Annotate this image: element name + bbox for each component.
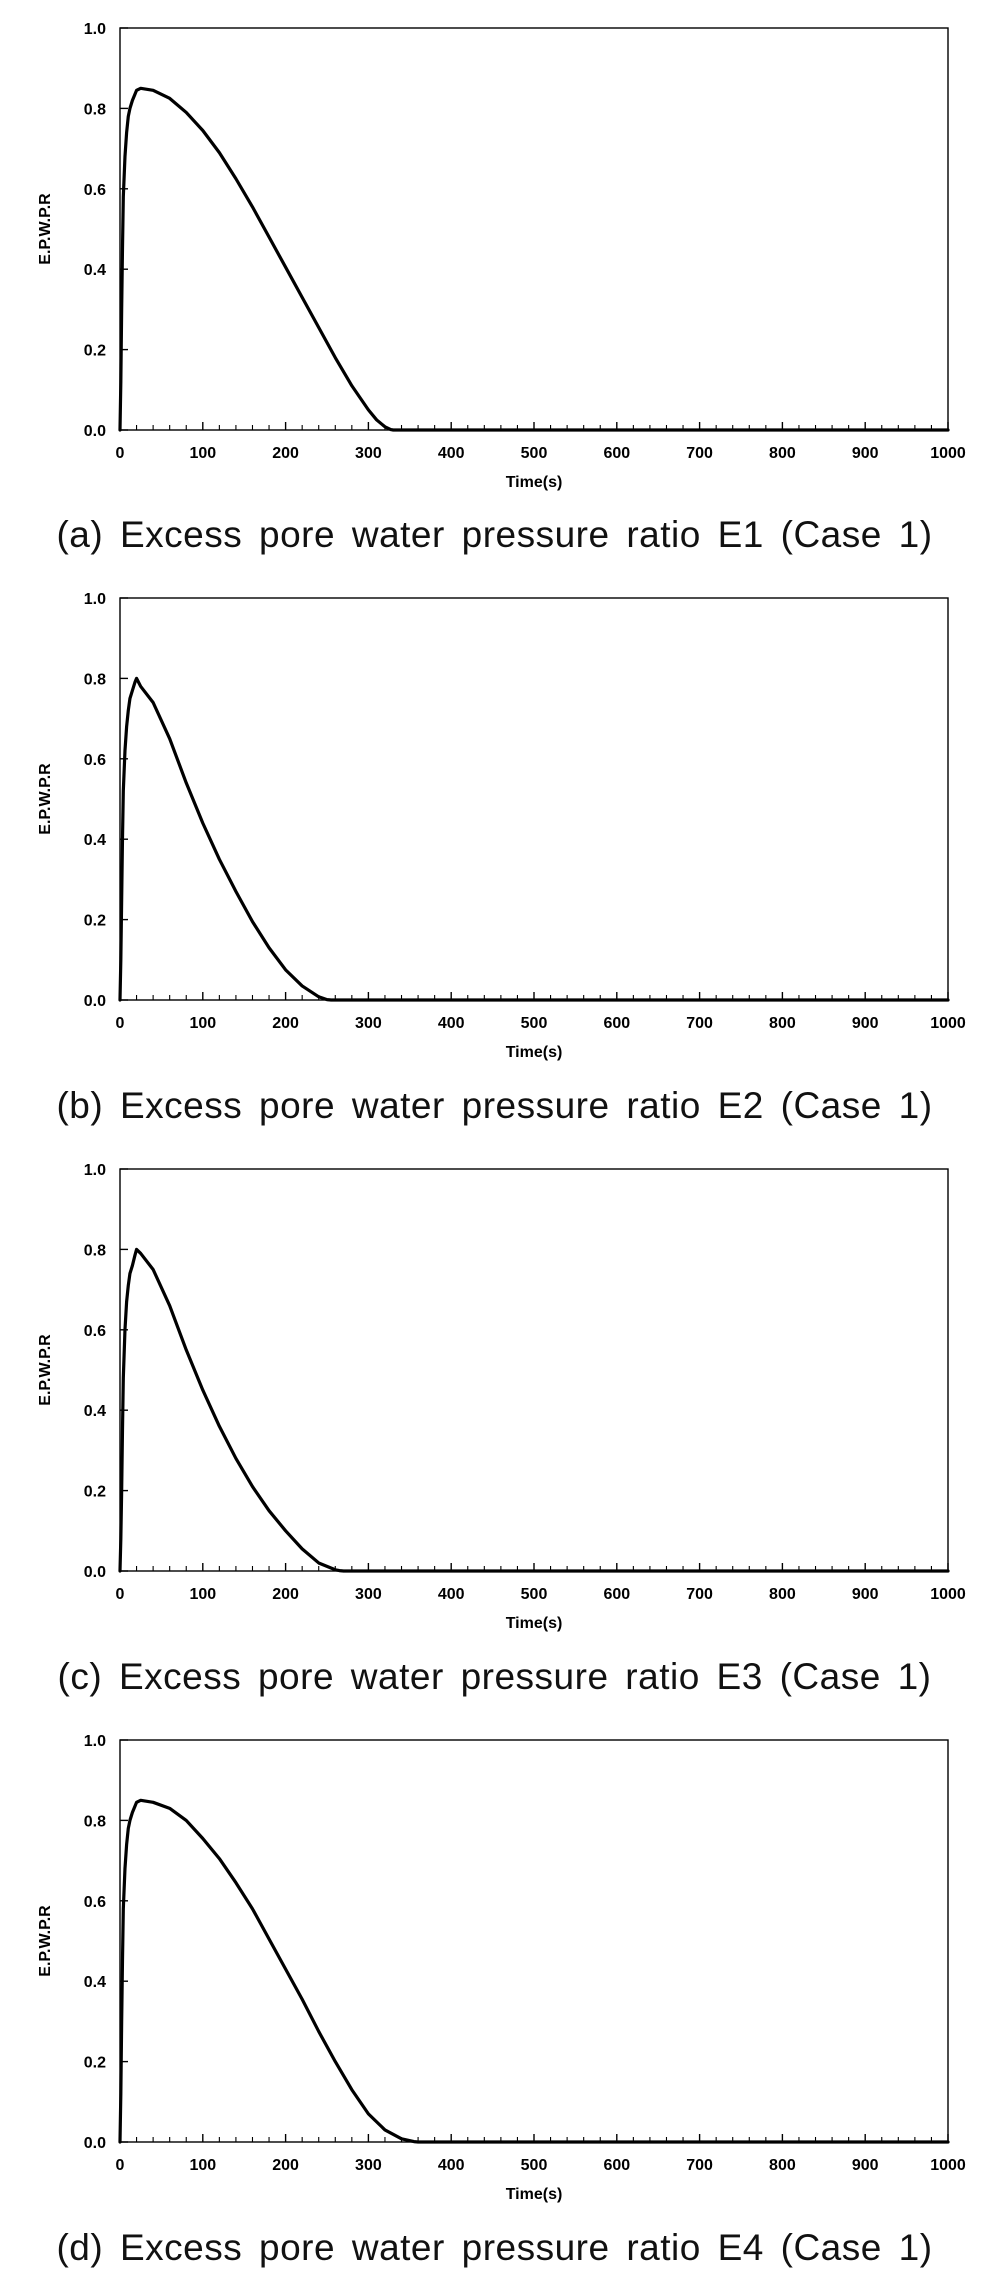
x-tick-label: 700: [686, 445, 713, 462]
x-tick-label: 1000: [930, 445, 966, 462]
x-tick-label: 300: [355, 1586, 382, 1603]
x-tick-label: 700: [686, 1015, 713, 1032]
y-tick-label: 0.0: [84, 2135, 106, 2152]
x-tick-label: 800: [769, 1586, 796, 1603]
x-tick-label: 0: [116, 1586, 125, 1603]
series-line: [118, 1798, 950, 2144]
x-tick-label: 400: [438, 2157, 465, 2174]
y-tick-label: 0.0: [84, 1564, 106, 1581]
y-tick-label: 0.6: [84, 752, 106, 769]
x-tick-label: 300: [355, 445, 382, 462]
chart-caption-c: (c) Excess pore water pressure ratio E3 …: [57, 1656, 932, 1697]
plot-area: [119, 27, 949, 431]
y-tick-label: 0.2: [84, 913, 106, 930]
y-axis-label: E.P.W.P.R: [37, 1334, 54, 1406]
x-tick-label: 900: [852, 2157, 879, 2174]
chart-svg-d: 0 100 200 300 400 500 600 700 800 900 1000 0.0 0.2 0.…: [37, 1733, 966, 2203]
y-tick-label: 0.8: [84, 101, 106, 118]
x-tick-label: 100: [189, 2157, 216, 2174]
y-tick-label: 0.0: [84, 423, 106, 440]
x-tick-label: 700: [686, 1586, 713, 1603]
y-tick-label: 0.2: [84, 2055, 106, 2072]
y-tick-label: 1.0: [84, 1162, 106, 1179]
plot-area: [119, 597, 949, 1001]
x-tick-label: 0: [116, 445, 125, 462]
y-axis-label: E.P.W.P.R: [37, 763, 54, 835]
x-tick-label: 1000: [930, 2157, 966, 2174]
series-line: [118, 1247, 950, 1573]
chart-svg-c: 0 100 200 300 400 500 600 700 800 900 1000 0.0 0.2 0.…: [37, 1162, 966, 1632]
x-tick-label: 1000: [930, 1586, 966, 1603]
x-tick-label: 200: [272, 2157, 299, 2174]
x-tick-label: 200: [272, 1015, 299, 1032]
plot-area: [119, 1168, 949, 1572]
x-tick-label: 100: [189, 1586, 216, 1603]
y-tick-label: 0.8: [84, 1813, 106, 1830]
chart-panel-c: 0 100 200 300 400 500 600 700 800 900 1000 0.0 0.2 0.…: [0, 1141, 989, 1661]
chart-caption-b: (b) Excess pore water pressure ratio E2 …: [56, 1085, 933, 1126]
plot-area: [119, 1739, 949, 2143]
y-tick-label: 0.4: [84, 262, 106, 279]
y-tick-label: 0.8: [84, 671, 106, 688]
x-tick-label: 400: [438, 1586, 465, 1603]
x-tick-label: 500: [521, 445, 548, 462]
y-tick-label: 0.4: [84, 832, 106, 849]
x-tick-label: 800: [769, 1015, 796, 1032]
y-tick-label: 0.6: [84, 1323, 106, 1340]
x-tick-label: 400: [438, 1015, 465, 1032]
x-tick-label: 900: [852, 1015, 879, 1032]
chart-svg-b: 0 100 200 300 400 500 600 700 800 900 1000 0.0 0.2 0.…: [37, 591, 966, 1061]
x-tick-label: 900: [852, 445, 879, 462]
y-tick-label: 0.8: [84, 1242, 106, 1259]
x-tick-label: 600: [603, 2157, 630, 2174]
x-tick-label: 900: [852, 1586, 879, 1603]
y-tick-label: 0.2: [84, 1484, 106, 1501]
x-axis-label: Time(s): [506, 1615, 563, 1632]
y-axis-label: E.P.W.P.R: [37, 1905, 54, 1977]
chart-caption-d: (d) Excess pore water pressure ratio E4 …: [56, 2227, 933, 2268]
x-tick-label: 300: [355, 1015, 382, 1032]
x-axis-label: Time(s): [506, 474, 563, 491]
x-tick-label: 600: [603, 1015, 630, 1032]
x-axis-label: Time(s): [506, 1044, 563, 1061]
chart-panel-d: 0 100 200 300 400 500 600 700 800 900 1000 0.0 0.2 0.…: [0, 1712, 989, 2232]
x-tick-label: 500: [521, 1015, 548, 1032]
x-tick-label: 1000: [930, 1015, 966, 1032]
chart-caption-a: (a) Excess pore water pressure ratio E1 …: [56, 514, 933, 555]
y-tick-label: 0.4: [84, 1403, 106, 1420]
x-tick-label: 500: [521, 2157, 548, 2174]
x-tick-label: 800: [769, 2157, 796, 2174]
y-tick-label: 0.6: [84, 1894, 106, 1911]
x-axis-label: Time(s): [506, 2186, 563, 2203]
y-tick-label: 1.0: [84, 591, 106, 608]
y-tick-label: 1.0: [84, 21, 106, 38]
x-tick-label: 300: [355, 2157, 382, 2174]
x-tick-label: 100: [189, 445, 216, 462]
chart-panel-b: 0 100 200 300 400 500 600 700 800 900 1000 0.0 0.2 0.…: [0, 570, 989, 1090]
x-tick-label: 700: [686, 2157, 713, 2174]
chart-panel-a: 0 100 200 300 400 500 600 700 800 900 1000 0.0 0.2 0.…: [0, 0, 989, 520]
x-tick-label: 400: [438, 445, 465, 462]
chart-svg-a: 0 100 200 300 400 500 600 700 800 900 1000 0.0 0.2 0.…: [37, 21, 966, 491]
x-tick-label: 600: [603, 445, 630, 462]
series-line: [118, 86, 950, 432]
series-line: [118, 676, 950, 1002]
y-tick-label: 0.6: [84, 182, 106, 199]
x-tick-label: 800: [769, 445, 796, 462]
y-tick-label: 0.2: [84, 343, 106, 360]
x-tick-label: 500: [521, 1586, 548, 1603]
x-tick-label: 200: [272, 445, 299, 462]
x-tick-label: 600: [603, 1586, 630, 1603]
x-tick-label: 100: [189, 1015, 216, 1032]
y-tick-label: 0.4: [84, 1974, 106, 1991]
x-tick-label: 0: [116, 2157, 125, 2174]
x-tick-label: 0: [116, 1015, 125, 1032]
y-tick-label: 0.0: [84, 993, 106, 1010]
x-tick-label: 200: [272, 1586, 299, 1603]
y-axis-label: E.P.W.P.R: [37, 193, 54, 265]
y-tick-label: 1.0: [84, 1733, 106, 1750]
